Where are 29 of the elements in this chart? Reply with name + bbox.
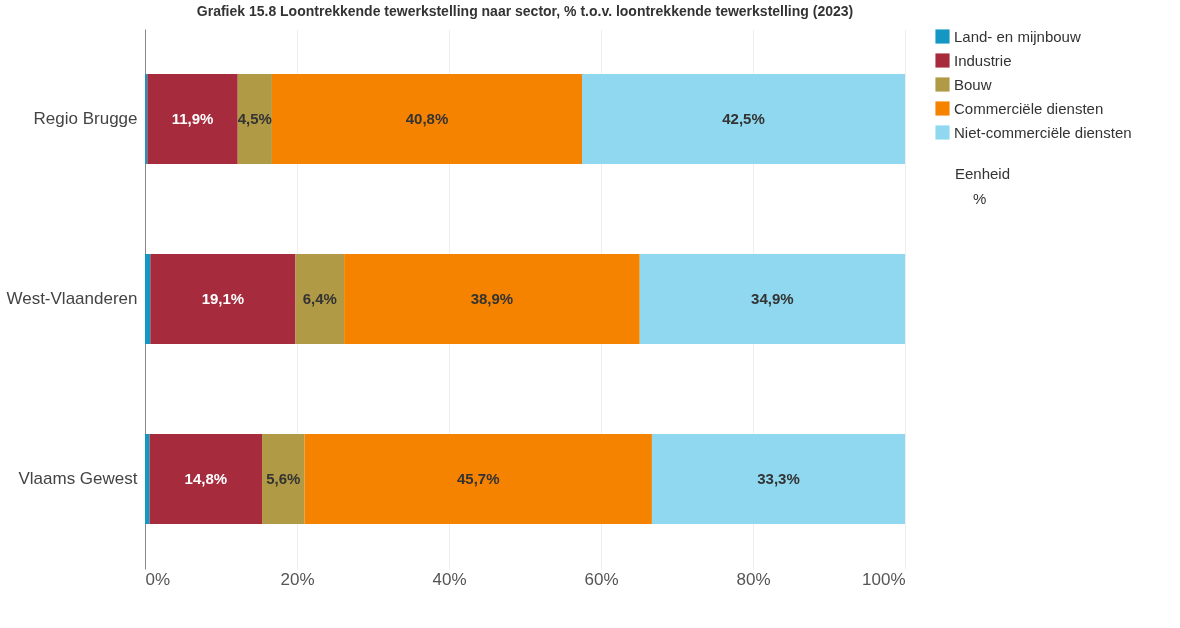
legend-label: Niet-commerciële diensten	[954, 123, 1132, 141]
data-label: 4,5%	[237, 110, 272, 127]
legend-label: Land- en mijnbouw	[954, 27, 1081, 45]
x-tick-label: 20%	[280, 569, 315, 589]
data-label: 19,1%	[201, 290, 245, 307]
y-tick-label: Regio Brugge	[33, 109, 138, 128]
data-label: 33,3%	[757, 470, 800, 487]
x-tick-label: 80%	[736, 569, 771, 589]
text: %	[972, 190, 988, 207]
data-label: 5,6%	[266, 470, 301, 487]
data-label: 11,9%	[171, 110, 214, 127]
y-tick-label: West-Vlaanderen	[6, 289, 138, 308]
x-tick-label: 0%	[145, 569, 171, 589]
legend-label: Commerciële diensten	[954, 99, 1104, 117]
data-label: 14,8%	[184, 470, 228, 487]
data-label: 6,4%	[302, 290, 337, 307]
data-label: 34,9%	[751, 290, 794, 307]
data-label: 45,7%	[456, 470, 500, 487]
data-label: 42,5%	[722, 110, 765, 127]
data-label: 40,8%	[405, 110, 449, 127]
legend-label: Bouw	[954, 75, 992, 93]
x-tick-label: 40%	[432, 569, 467, 589]
y-tick-label: Vlaams Gewest	[18, 469, 138, 488]
x-tick-label: 60%	[584, 569, 619, 589]
data-label: 38,9%	[470, 290, 514, 307]
legend-label: Industrie	[954, 51, 1012, 69]
text: Eenheid	[955, 165, 1011, 182]
chart-title: Grafiek 15.8 Loontrekkende tewerkstelling naar sector, % t.o.v. loontrekkende tewerkstelling (2023)	[196, 3, 854, 19]
x-tick-label: 100%	[862, 569, 906, 589]
